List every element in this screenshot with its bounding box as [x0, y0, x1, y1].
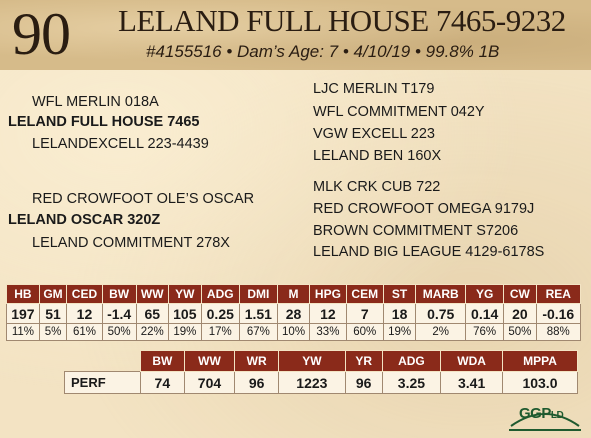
logo-text-main: GGP: [519, 405, 551, 422]
epd-value: 105: [167, 303, 202, 324]
pedigree-right-4: LELAND BEN 160X: [313, 148, 442, 164]
epd-header: REA: [535, 284, 582, 304]
performance-table: BW WW WR YW YR ADG WDA MPPA PERF 74 704 …: [64, 350, 579, 394]
epd-value: 7: [345, 303, 384, 324]
perf-value: 1223: [277, 371, 346, 394]
epd-value: 12: [66, 303, 103, 324]
epd-value: 20: [503, 303, 537, 324]
pedigree-right-5: MLK CRK CUB 722: [313, 179, 441, 195]
epd-table: HB GM CED BW WW YW ADG DMI M HPG CEM ST …: [6, 284, 582, 341]
perf-value: 3.41: [440, 371, 503, 394]
epd-percentile: 50%: [503, 323, 537, 341]
perf-header: YW: [277, 350, 346, 372]
epd-percentile: 60%: [345, 323, 384, 341]
perf-value: 103.0: [501, 371, 579, 394]
epd-header: ST: [382, 284, 417, 304]
epd-percentile: 10%: [276, 323, 311, 341]
pedigree-dam-sire: RED CROWFOOT OLE’S OSCAR: [32, 191, 255, 207]
epd-percentile: 19%: [167, 323, 202, 341]
page-title: LELAND FULL HOUSE 7465-9232: [118, 3, 566, 38]
epd-percentile: 17%: [200, 323, 240, 341]
epd-header: CED: [66, 284, 103, 304]
header-banner: 90 LELAND FULL HOUSE 7465-9232 #4155516 …: [0, 0, 591, 70]
perf-value: 96: [344, 371, 383, 394]
pedigree-right-3: VGW EXCELL 223: [313, 126, 435, 142]
epd-header: CW: [503, 284, 537, 304]
epd-percentile: 5%: [38, 323, 68, 341]
logo-badge-icon: [509, 413, 581, 431]
epd-percentile: 19%: [382, 323, 417, 341]
epd-value: 18: [382, 303, 417, 324]
pedigree-right-1: LJC MERLIN T179: [313, 81, 435, 97]
epd-value: 197: [6, 303, 40, 324]
epd-percentile: 22%: [135, 323, 169, 341]
pedigree-right-2: WFL COMMITMENT 042Y: [313, 104, 485, 120]
epd-percentile: 76%: [465, 323, 505, 341]
perf-header: WW: [183, 350, 236, 372]
perf-value-row: PERF 74 704 96 1223 96 3.25 3.41 103.0: [64, 371, 579, 394]
logo-text: GGPLD: [519, 405, 564, 422]
pedigree-sire: LELAND FULL HOUSE 7465: [8, 114, 200, 130]
epd-header: HPG: [309, 284, 347, 304]
pedigree-dam: LELAND OSCAR 320Z: [8, 212, 161, 228]
perf-header-row: BW WW WR YW YR ADG WDA MPPA: [65, 350, 579, 372]
epd-percentile: 88%: [535, 323, 582, 341]
perf-header: BW: [140, 350, 185, 372]
epd-header-row: HB GM CED BW WW YW ADG DMI M HPG CEM ST …: [6, 284, 582, 304]
epd-value: 51: [38, 303, 68, 324]
logo-text-suffix: LD: [550, 410, 564, 421]
epd-value: -1.4: [101, 303, 137, 324]
epd-percentile: 67%: [238, 323, 278, 341]
perf-header-blank: [65, 351, 141, 372]
perf-value: 74: [140, 371, 185, 394]
epd-header: HB: [6, 284, 40, 304]
perf-value: 3.25: [381, 371, 442, 394]
epd-header: ADG: [200, 284, 240, 304]
epd-header: CEM: [345, 284, 384, 304]
epd-percentile: 33%: [309, 323, 347, 341]
pedigree-right-6: RED CROWFOOT OMEGA 9179J: [313, 201, 535, 217]
perf-header: WDA: [440, 350, 503, 372]
epd-header: WW: [135, 284, 169, 304]
epd-value: 65: [135, 303, 169, 324]
epd-value: 12: [309, 303, 347, 324]
lot-number: 90: [12, 1, 71, 67]
perf-header: WR: [234, 350, 279, 372]
epd-value: -0.16: [535, 303, 582, 324]
registration-info: #4155516 • Dam’s Age: 7 • 4/10/19 • 99.8…: [146, 42, 500, 61]
epd-header: GM: [38, 284, 68, 304]
epd-header: YG: [465, 284, 505, 304]
perf-header: ADG: [381, 350, 442, 372]
epd-percentile: 11%: [6, 323, 40, 341]
ggp-logo: GGPLD: [505, 400, 585, 434]
perf-value: 96: [234, 371, 279, 394]
epd-header: BW: [101, 284, 137, 304]
epd-value: 0.75: [415, 303, 467, 324]
epd-header: M: [276, 284, 311, 304]
perf-header: MPPA: [501, 350, 579, 372]
epd-percentile: 61%: [66, 323, 103, 341]
epd-percentile: 50%: [101, 323, 137, 341]
epd-value: 28: [276, 303, 311, 324]
epd-header: MARB: [415, 284, 467, 304]
epd-value: 0.25: [200, 303, 240, 324]
pedigree-sire-sire: WFL MERLIN 018A: [32, 94, 159, 110]
epd-value-row: 197 51 12 -1.4 65 105 0.25 1.51 28 12 7 …: [6, 303, 582, 324]
perf-header: YR: [344, 350, 383, 372]
perf-row-label: PERF: [64, 371, 141, 394]
pedigree-right-8: LELAND BIG LEAGUE 4129-6178S: [313, 244, 545, 260]
pedigree-dam-dam: LELAND COMMITMENT 278X: [32, 235, 230, 251]
epd-percentile-row: 11% 5% 61% 50% 22% 19% 17% 67% 10% 33% 6…: [6, 323, 582, 341]
epd-value: 0.14: [465, 303, 505, 324]
epd-header: YW: [167, 284, 202, 304]
pedigree-sire-dam: LELANDEXCELL 223-4439: [32, 136, 209, 152]
epd-percentile: 2%: [415, 323, 467, 341]
perf-value: 704: [183, 371, 236, 394]
pedigree-right-7: BROWN COMMITMENT S7206: [313, 223, 519, 239]
epd-header: DMI: [238, 284, 278, 304]
epd-value: 1.51: [238, 303, 278, 324]
